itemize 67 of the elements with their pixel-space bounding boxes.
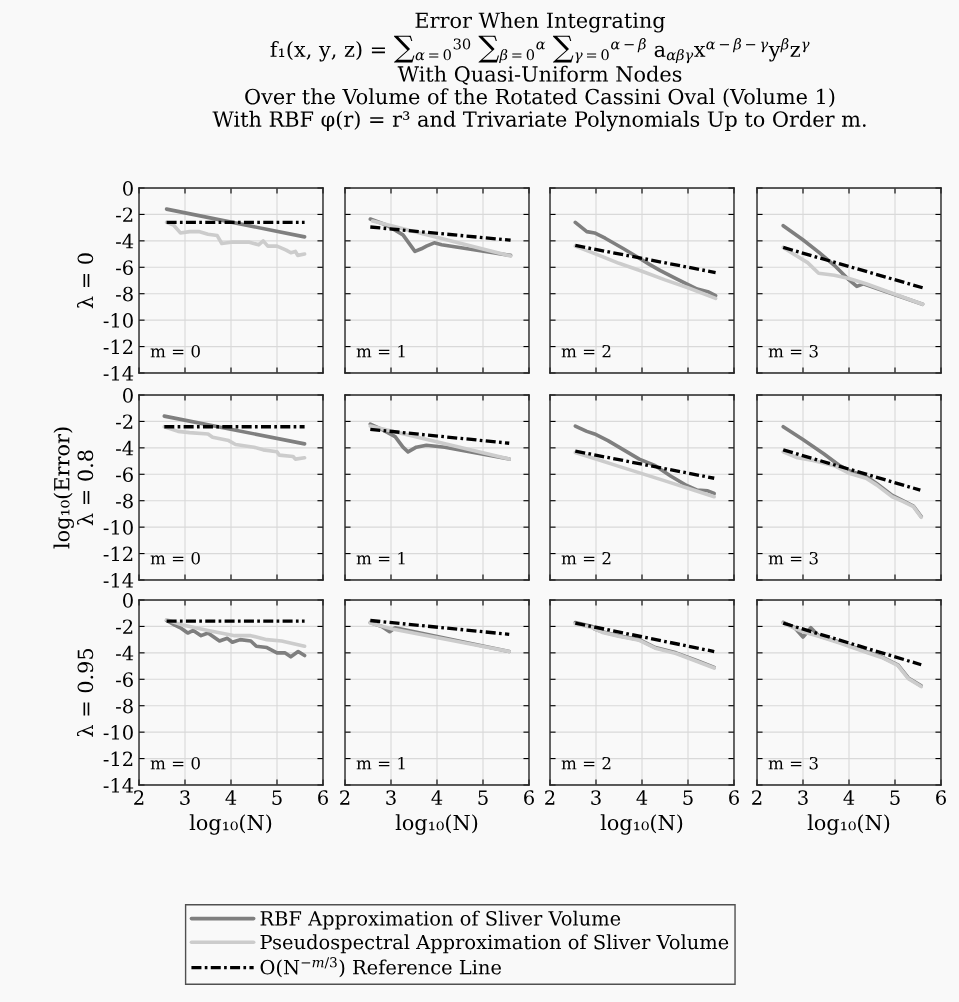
x-tick-label: 6 [729,790,739,805]
y-axis-title: λ = 0 [77,253,94,309]
annotation: m = 2 [561,756,611,770]
x-tick-label: 4 [636,790,648,805]
x-tick-label: 2 [545,790,555,805]
y-axis-title: λ = 0.95 [77,648,94,737]
annotation: m = 2 [561,551,611,565]
x-tick-label: 6 [524,790,534,805]
y-tick-label: -6 [116,672,133,687]
y-tick-label: -8 [116,493,133,509]
annotation: m = 1 [356,756,405,770]
annotation: m = 3 [768,344,818,358]
x-axis-title: log₁₀(N) [807,814,890,835]
x-tick-label: 5 [272,790,282,805]
annotation: m = 0 [150,756,200,770]
y-tick-label: -2 [116,619,133,634]
legend-label: RBF Approximation of Sliver Volume [260,910,621,930]
y-tick-label: 0 [123,387,133,403]
legend-label: Pseudospectral Approximation of Sliver Volume [260,934,729,954]
y-tick-label: -12 [103,751,133,766]
annotation: m = 1 [356,551,405,565]
y-tick-label: 0 [123,592,133,608]
x-tick-label: 2 [340,790,350,805]
annotation: m = 0 [150,344,200,358]
chart-title: Error When Integrating f₁(x, y, z) = ∑$_{α=0}$$^{30}$ ∑$_{β=0}$$^{α}$ ∑$_{γ=0}$$^{α−β}$ a$_{αβγ}$x$^{α−β−γ}$y$^{β}$z$^{γ}$ With Quasi-Uniform Nodes Over the Volume of the Rotated Cassini Oval (Volume 1) With RBF φ(r) = r³ and Trivariate Polynomials Up to Order m. [212,12,866,132]
x-tick-label: 4 [843,790,855,805]
y-tick-label: -4 [116,440,134,456]
y-tick-label: -12 [103,546,133,561]
y-tick-label: -4 [116,233,134,249]
annotation: m = 3 [768,551,818,565]
x-tick-label: 2 [134,790,144,805]
annotation: m = 0 [150,551,200,565]
x-tick-label: 3 [386,790,396,805]
x-tick-label: 3 [798,790,808,805]
y-tick-label: -14 [103,365,134,381]
y-axis-title: log₁₀(Error) λ = 0.8 [53,427,94,549]
y-tick-label: -6 [116,260,133,275]
x-tick-label: 5 [478,790,488,805]
x-axis-title: log₁₀(N) [600,814,683,835]
y-tick-label: -10 [103,725,133,740]
x-tick-label: 4 [431,790,443,805]
y-tick-label: -2 [116,414,133,429]
y-tick-label: -12 [103,339,133,354]
y-tick-label: -10 [103,520,133,535]
x-tick-label: 6 [936,790,946,805]
y-tick-label: -14 [103,777,134,793]
x-tick-label: 3 [591,790,601,805]
y-tick-label: -4 [116,645,134,661]
y-tick-label: 0 [123,180,133,196]
y-tick-label: -10 [103,313,133,328]
y-tick-label: -14 [103,572,134,588]
y-tick-label: -2 [116,207,133,222]
x-tick-label: 3 [180,790,190,805]
x-tick-label: 5 [683,790,693,805]
x-tick-label: 4 [225,790,237,805]
x-axis-title: log₁₀(N) [189,814,272,835]
y-tick-label: -8 [116,286,133,302]
x-tick-label: 2 [752,790,762,805]
legend-label: O(N$^{−m/3}$) Reference Line [260,957,501,978]
annotation: m = 3 [768,756,818,770]
y-tick-label: -6 [116,467,133,482]
x-tick-label: 6 [318,790,328,805]
x-tick-label: 5 [890,790,900,805]
x-axis-title: log₁₀(N) [395,814,478,835]
annotation: m = 1 [356,344,405,358]
annotation: m = 2 [561,344,611,358]
y-tick-label: -8 [116,698,133,714]
